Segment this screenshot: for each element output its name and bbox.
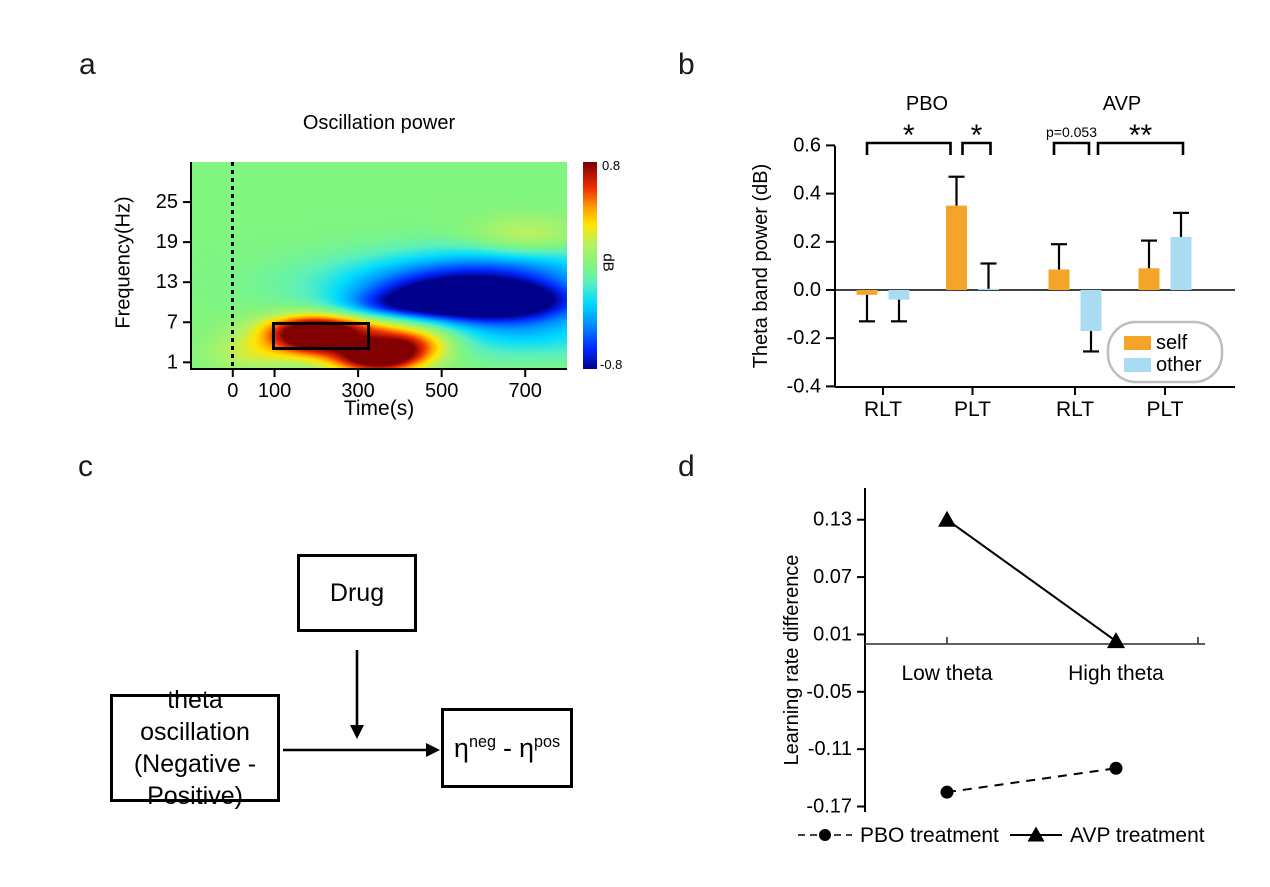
bar-pbo-rlt-other bbox=[888, 290, 910, 300]
panel-d-letter: d bbox=[678, 450, 695, 483]
panel-a-x-tick-label: 500 bbox=[425, 380, 458, 402]
panel-b-y-tick-label: -0.2 bbox=[787, 327, 821, 349]
category-label-plt-3: PLT bbox=[1147, 398, 1184, 421]
theta-roi-rectangle bbox=[272, 322, 370, 350]
stimulus-onset-dotted-line bbox=[231, 162, 234, 369]
panel-c-letter: c bbox=[78, 450, 93, 483]
series-line-avp bbox=[946, 518, 1117, 642]
significance-label: ** bbox=[1129, 119, 1153, 152]
panel-a-y-tick-label: 1 bbox=[167, 351, 178, 373]
panel-a-y-tick-label: 19 bbox=[156, 231, 178, 253]
panel-b-y-tick-label: -0.4 bbox=[787, 375, 821, 397]
legend-swatch-other bbox=[1124, 358, 1151, 372]
category-label-rlt-0: RLT bbox=[864, 398, 902, 421]
spectrogram-heatmap bbox=[191, 162, 567, 369]
bar-pbo-plt-self bbox=[946, 205, 967, 290]
significance-bracket bbox=[1096, 141, 1185, 155]
significance-label: * bbox=[971, 119, 983, 152]
panel-a-y-axis-label: Frequency(Hz) bbox=[112, 196, 135, 329]
bar-avp-rlt-self bbox=[1048, 269, 1070, 290]
category-label-plt-1: PLT bbox=[954, 398, 991, 421]
significance-bracket bbox=[1052, 141, 1091, 155]
marker-triangle bbox=[1107, 632, 1125, 649]
panel-a-letter: a bbox=[79, 48, 96, 81]
panel-d-y-tick-label: -0.17 bbox=[806, 796, 852, 818]
panel-a-x-tick-label: 300 bbox=[341, 380, 374, 402]
series-line-pbo bbox=[946, 767, 1117, 794]
panel-a-title: Oscillation power bbox=[302, 112, 456, 134]
panel-d-y-tick-label: 0.07 bbox=[813, 566, 852, 588]
panel-a-x-tick-label: 0 bbox=[227, 380, 238, 402]
legend-label-pbo-treatment: PBO treatment bbox=[860, 824, 999, 847]
diagram-box-theta-oscillation: theta oscillation (Negative - Positive) bbox=[110, 686, 280, 810]
group-label-avp: AVP bbox=[1103, 93, 1142, 115]
category-label-rlt-2: RLT bbox=[1056, 398, 1094, 421]
colorbar-max-label: 0.8 bbox=[602, 158, 621, 173]
significance-bracket bbox=[865, 141, 952, 155]
panel-b-y-tick-label: 0.4 bbox=[793, 183, 821, 205]
panel-d-y-tick-label: 0.13 bbox=[813, 509, 852, 531]
panel-a-x-tick-label: 700 bbox=[509, 380, 542, 402]
colorbar-unit-label: dB bbox=[599, 253, 617, 272]
bar-avp-plt-self bbox=[1138, 268, 1160, 290]
drug-box-text: Drug bbox=[329, 579, 385, 607]
panel-d-y-tick-label: -0.05 bbox=[806, 681, 852, 703]
bar-pbo-plt-other bbox=[978, 288, 999, 290]
legend-label-other: other bbox=[1156, 354, 1202, 376]
panel-a-y-tick-label: 7 bbox=[167, 311, 178, 333]
panel-a-x-axis-label: Time(s) bbox=[343, 397, 415, 420]
x-category-high-theta: High theta bbox=[1068, 662, 1164, 685]
diagram-box-drug: Drug bbox=[297, 554, 417, 632]
colorbar-min-label: -0.8 bbox=[600, 357, 623, 372]
panel-b-y-tick-label: 0.0 bbox=[793, 279, 821, 301]
marker-circle bbox=[940, 785, 954, 799]
panel-a-y-tick-label: 13 bbox=[156, 271, 178, 293]
significance-label: p=0.053 bbox=[1046, 124, 1097, 140]
panel-b-y-tick-label: 0.2 bbox=[793, 231, 821, 253]
group-label-pbo: PBO bbox=[906, 93, 948, 115]
x-category-low-theta: Low theta bbox=[901, 662, 992, 685]
significance-label: * bbox=[903, 119, 915, 152]
panel-d-y-tick-label: -0.11 bbox=[808, 738, 852, 760]
panel-d-y-tick-label: 0.01 bbox=[813, 623, 852, 645]
legend-marker-triangle bbox=[1027, 826, 1045, 842]
arrow-drug-to-path-head bbox=[350, 725, 364, 739]
bar-avp-plt-other bbox=[1170, 236, 1192, 290]
panel-d-y-axis-label: Learning rate difference bbox=[781, 555, 803, 766]
significance-bracket bbox=[961, 141, 992, 155]
panel-b-letter: b bbox=[678, 48, 695, 81]
legend-label-self: self bbox=[1156, 332, 1188, 354]
marker-triangle bbox=[938, 510, 956, 527]
panel-b-y-axis-label: Theta band power (dB) bbox=[750, 164, 772, 369]
panel-b-y-tick-label: 0.6 bbox=[793, 134, 821, 156]
arrow-theta-to-eta-head bbox=[426, 743, 440, 757]
legend-marker-circle bbox=[819, 829, 831, 841]
legend-swatch-self bbox=[1124, 336, 1151, 350]
bar-pbo-rlt-self bbox=[856, 290, 878, 295]
eta-expression: ηneg - ηpos bbox=[453, 732, 561, 763]
legend-label-avp-treatment: AVP treatment bbox=[1070, 824, 1205, 847]
panel-a-y-tick-label: 25 bbox=[156, 191, 178, 213]
diagram-box-learning-rate-difference: ηneg - ηpos bbox=[441, 708, 573, 788]
panel-a-x-tick-label: 100 bbox=[258, 380, 291, 402]
bar-avp-rlt-other bbox=[1080, 290, 1102, 331]
theta-box-text: theta oscillation (Negative - Positive) bbox=[133, 686, 257, 810]
marker-circle bbox=[1109, 761, 1123, 775]
colorbar bbox=[583, 162, 597, 369]
